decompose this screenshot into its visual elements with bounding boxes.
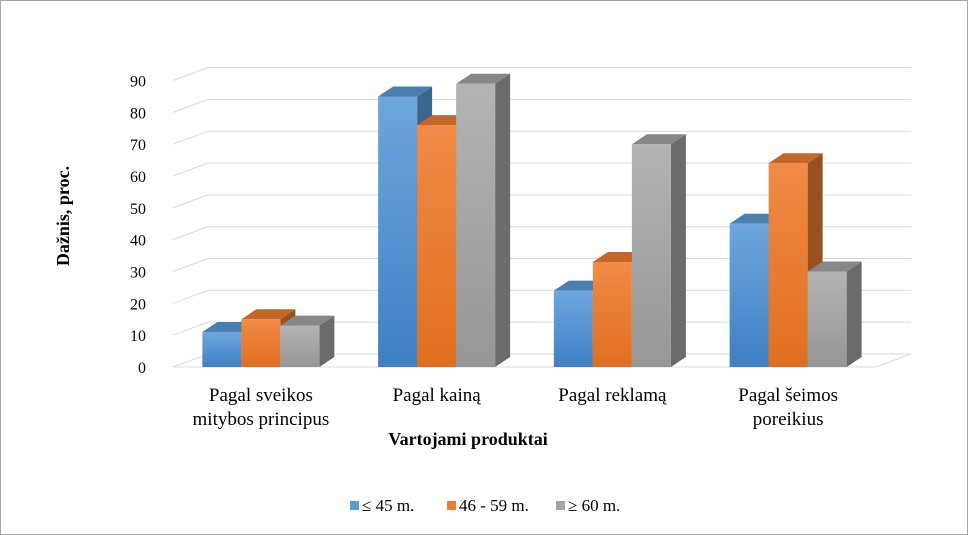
bar-front: [378, 96, 418, 367]
bar-front: [553, 290, 593, 367]
y-tick-label: 90: [130, 74, 146, 91]
bar-top: [768, 153, 823, 164]
legend-item: ≤ 45 m.: [350, 496, 414, 515]
y-tick-label: 40: [130, 233, 146, 250]
legend-item: ≥ 60 m.: [556, 496, 620, 515]
y-tick-label: 70: [130, 137, 146, 154]
category-label: Pagal kainą: [393, 385, 482, 406]
bar-front: [202, 331, 242, 367]
bar-front: [417, 125, 457, 367]
legend-swatch: [556, 501, 565, 510]
legend-label: ≤ 45 m.: [362, 496, 414, 515]
bar: [456, 73, 511, 367]
category-labels: Pagal sveikos mitybos principus Pagal kain…: [193, 385, 838, 430]
bar-front: [592, 261, 632, 367]
bars: [202, 73, 862, 367]
bar: [631, 134, 686, 367]
legend: ≤ 45 m. 46 - 59 m. ≥ 60 m.: [350, 496, 620, 515]
bar-front: [768, 163, 808, 367]
gridline: [172, 98, 911, 113]
bar-top: [241, 309, 296, 320]
bar-side: [670, 134, 686, 367]
y-axis-title: Dažnis, proc.: [53, 166, 73, 266]
gridline: [172, 130, 911, 145]
bar-top: [456, 73, 511, 84]
y-tick-label: 80: [130, 105, 146, 122]
bar-side: [846, 261, 862, 367]
bar: [241, 309, 296, 367]
bar-front: [729, 223, 769, 367]
bar-top: [807, 261, 862, 272]
bar-side: [319, 315, 335, 367]
y-tick-label: 10: [130, 328, 146, 345]
category-label: Pagal šeimos poreikius: [738, 385, 838, 430]
bar-front: [807, 271, 847, 367]
bar-top: [378, 86, 433, 97]
category-label: Pagal sveikos mitybos principus: [193, 385, 330, 430]
bar: [280, 315, 335, 367]
y-tick-label: 0: [138, 360, 146, 377]
y-tick-label: 50: [130, 201, 146, 218]
y-tick-label: 60: [130, 169, 146, 186]
bar-front: [280, 325, 320, 367]
bar-top: [631, 134, 686, 145]
bar: [807, 261, 862, 367]
category-label: Pagal reklamą: [558, 385, 667, 406]
bar-front: [631, 144, 671, 367]
bar-front: [456, 83, 496, 367]
bar-side: [495, 73, 511, 367]
legend-label: 46 - 59 m.: [459, 496, 529, 515]
bar-top: [280, 315, 335, 326]
bar-front: [241, 319, 281, 367]
y-tick-label: 20: [130, 296, 146, 313]
gridline: [172, 67, 911, 81]
legend-label: ≥ 60 m.: [568, 496, 620, 515]
x-axis-title: Vartojami produktai: [388, 429, 548, 449]
y-axis-ticks: 0 10 20 30 40 50 60 70 80 90: [130, 74, 146, 377]
y-tick-label: 30: [130, 265, 146, 282]
legend-item: 46 - 59 m.: [447, 496, 529, 515]
legend-swatch: [350, 501, 359, 510]
floor-edge: [875, 353, 912, 368]
legend-swatch: [447, 501, 456, 510]
